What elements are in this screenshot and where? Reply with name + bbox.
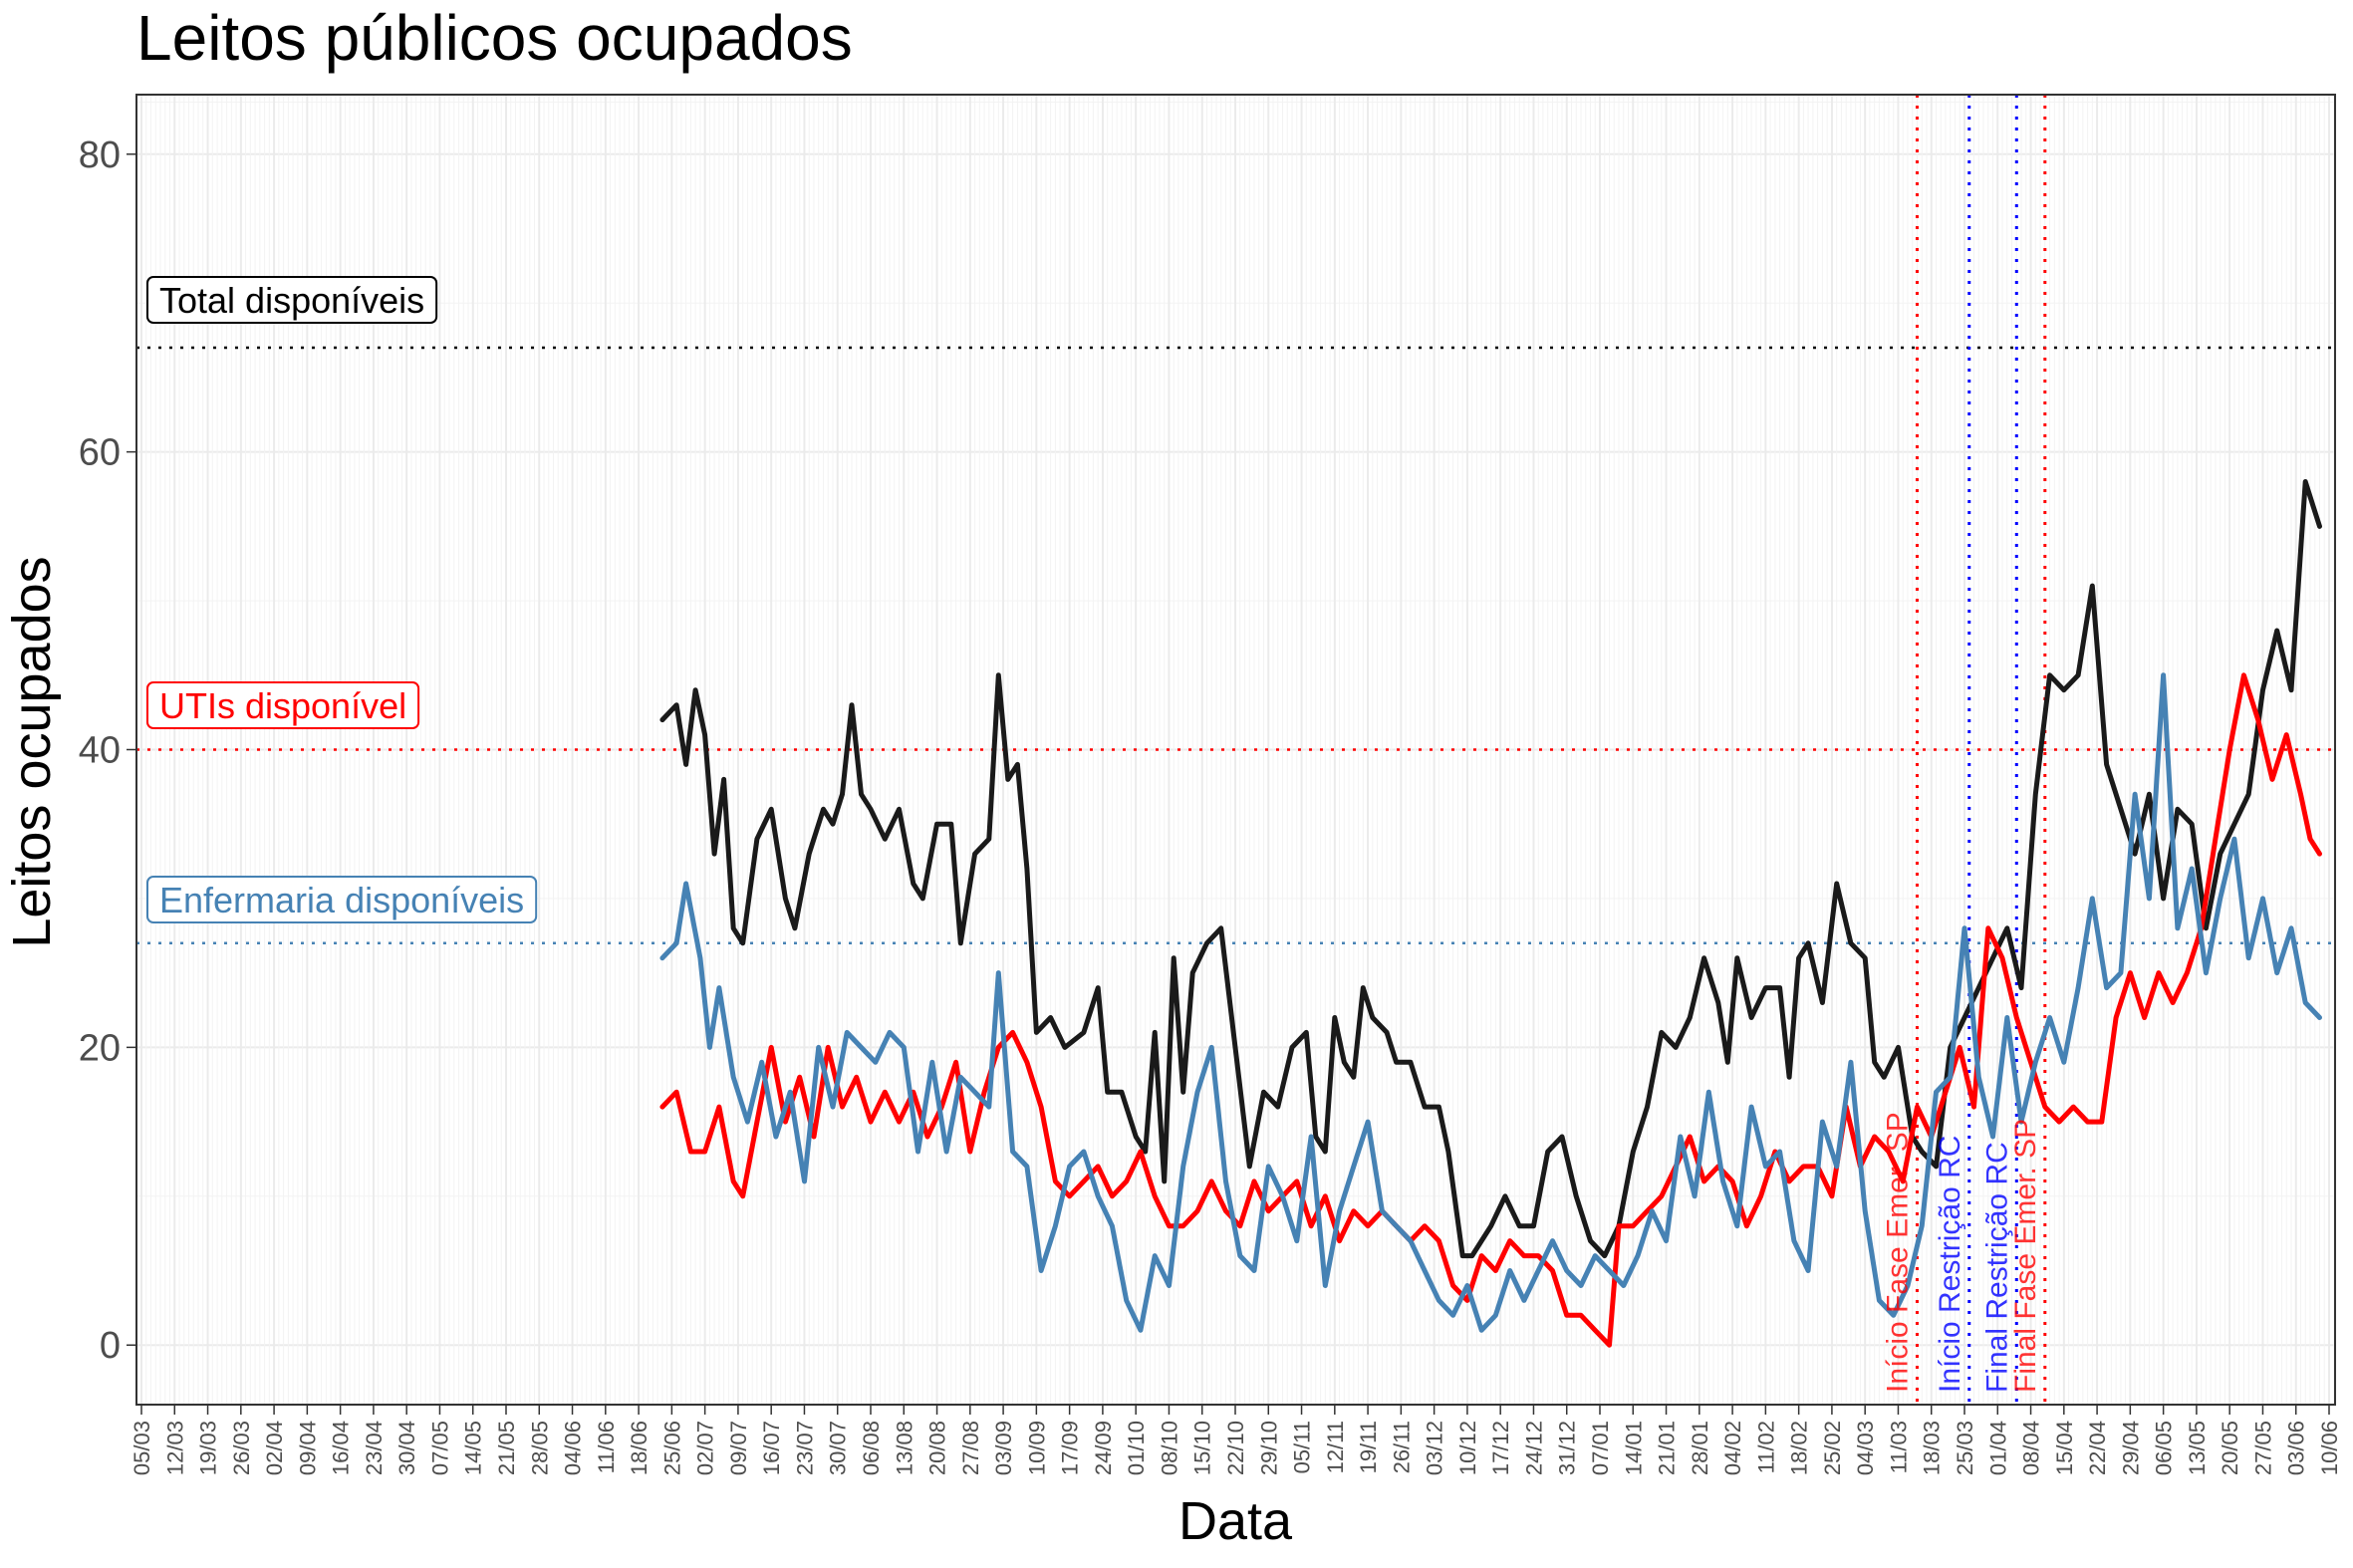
x-tick-label: 19/03 — [196, 1421, 221, 1475]
x-tick-label: 05/11 — [1290, 1421, 1315, 1473]
event-label: Final Fase Emer. SP — [2009, 1119, 2042, 1393]
axes: 05/03 12/03 19/03 26/03 02/04 09/04 16/04 23/04… — [79, 134, 2342, 1475]
x-tick-label: 10/12 — [1455, 1421, 1480, 1475]
x-tick-label: 28/05 — [527, 1421, 552, 1475]
x-tick-label: 15/04 — [2052, 1421, 2077, 1475]
x-tick-label: 19/11 — [1356, 1421, 1381, 1473]
y-tick-label: 20 — [79, 1027, 121, 1069]
x-tick-label: 12/03 — [162, 1421, 187, 1475]
x-tick-label: 26/03 — [229, 1421, 254, 1475]
x-tick-label: 07/01 — [1588, 1421, 1613, 1475]
x-tick-label: 08/10 — [1157, 1421, 1181, 1475]
y-tick-label: 40 — [79, 730, 121, 772]
x-tick-label: 22/04 — [2085, 1421, 2110, 1475]
reference-label: Total disponíveis — [146, 276, 438, 324]
x-tick-label: 01/04 — [1985, 1421, 2010, 1475]
x-tick-label: 04/03 — [1853, 1421, 1878, 1475]
x-tick-label: 13/08 — [892, 1421, 916, 1475]
series-line — [659, 672, 2322, 1348]
x-tick-label: 07/05 — [427, 1421, 452, 1475]
x-tick-label: 18/06 — [627, 1421, 652, 1475]
x-tick-label: 11/02 — [1753, 1421, 1778, 1473]
x-tick-label: 03/09 — [991, 1421, 1016, 1475]
chart-title: Leitos públicos ocupados — [136, 2, 853, 74]
x-tick-label: 04/06 — [561, 1421, 586, 1475]
x-tick-label: 08/04 — [2019, 1421, 2044, 1475]
x-tick-label: 29/10 — [1256, 1421, 1281, 1475]
x-tick-label: 22/10 — [1223, 1421, 1248, 1475]
x-tick-label: 03/06 — [2284, 1421, 2309, 1475]
x-tick-label: 30/04 — [394, 1421, 419, 1475]
x-tick-label: 21/01 — [1655, 1421, 1680, 1475]
x-tick-label: 09/04 — [295, 1421, 320, 1475]
x-tick-label: 15/10 — [1190, 1421, 1215, 1475]
y-axis-label: Leitos ocupados — [2, 556, 62, 947]
x-tick-label: 27/05 — [2250, 1421, 2275, 1475]
reference-label: UTIs disponível — [146, 681, 420, 729]
x-tick-label: 06/08 — [859, 1421, 884, 1475]
x-tick-label: 20/05 — [2218, 1421, 2242, 1475]
x-tick-label: 23/07 — [792, 1421, 817, 1475]
x-tick-label: 06/05 — [2152, 1421, 2177, 1475]
reference-label-text: UTIs disponível — [159, 685, 406, 726]
event-label: Início Restrição RC — [1934, 1136, 1966, 1393]
x-tick-label: 03/12 — [1423, 1421, 1447, 1475]
reference-label-box — [146, 876, 538, 923]
x-tick-label: 04/02 — [1720, 1421, 1745, 1475]
x-tick-label: 28/01 — [1688, 1421, 1712, 1475]
x-tick-label: 12/11 — [1323, 1421, 1348, 1473]
x-tick-label: 31/12 — [1555, 1421, 1580, 1475]
x-tick-label: 30/07 — [826, 1421, 851, 1475]
series-line — [659, 672, 2322, 1333]
x-tick-label: 09/07 — [726, 1421, 751, 1475]
x-tick-label: 10/09 — [1024, 1421, 1049, 1475]
x-tick-label: 02/04 — [262, 1421, 287, 1475]
x-tick-label: 11/06 — [594, 1421, 619, 1473]
x-tick-label: 13/05 — [2185, 1421, 2210, 1475]
x-tick-label: 11/03 — [1886, 1421, 1911, 1473]
x-tick-label: 21/05 — [494, 1421, 519, 1475]
x-tick-label: 23/04 — [362, 1421, 387, 1475]
x-tick-label: 18/02 — [1787, 1421, 1812, 1475]
x-tick-label: 25/06 — [659, 1421, 684, 1475]
x-tick-label: 17/09 — [1058, 1421, 1083, 1475]
x-tick-label: 02/07 — [693, 1421, 718, 1475]
event-label: Início Fase Emer. SP — [1881, 1112, 1914, 1393]
x-tick-label: 17/12 — [1488, 1421, 1513, 1475]
x-tick-label: 16/07 — [759, 1421, 784, 1475]
reference-label: Enfermaria disponíveis — [146, 876, 538, 923]
x-tick-label: 29/04 — [2118, 1421, 2143, 1475]
x-tick-label: 24/09 — [1091, 1421, 1116, 1475]
x-tick-label: 18/03 — [1920, 1421, 1945, 1475]
x-tick-label: 27/08 — [958, 1421, 983, 1475]
x-tick-label: 20/08 — [925, 1421, 950, 1475]
x-axis-label: Data — [1178, 1491, 1293, 1551]
x-tick-label: 26/11 — [1389, 1421, 1414, 1473]
x-tick-label: 25/03 — [1953, 1421, 1977, 1475]
x-tick-label: 14/01 — [1621, 1421, 1646, 1475]
x-tick-label: 10/06 — [2317, 1421, 2342, 1475]
series-lines — [659, 479, 2322, 1348]
x-tick-label: 05/03 — [130, 1421, 154, 1475]
x-tick-label: 01/10 — [1124, 1421, 1149, 1475]
event-label: Final Restrição RC — [1980, 1142, 2013, 1393]
series-line — [659, 479, 2322, 1259]
y-tick-label: 0 — [100, 1325, 121, 1367]
reference-label-text: Total disponíveis — [159, 280, 424, 321]
y-tick-label: 80 — [79, 134, 121, 176]
reference-label-box — [146, 681, 420, 729]
reference-label-box — [146, 276, 438, 324]
x-tick-label: 14/05 — [461, 1421, 486, 1475]
reference-label-text: Enfermaria disponíveis — [159, 880, 524, 920]
annotations: Total disponíveis UTIs disponível Enfermar… — [146, 276, 2042, 1393]
x-tick-label: 25/02 — [1820, 1421, 1845, 1475]
y-tick-label: 60 — [79, 432, 121, 474]
x-tick-label: 24/12 — [1521, 1421, 1546, 1475]
x-tick-label: 16/04 — [329, 1421, 354, 1475]
